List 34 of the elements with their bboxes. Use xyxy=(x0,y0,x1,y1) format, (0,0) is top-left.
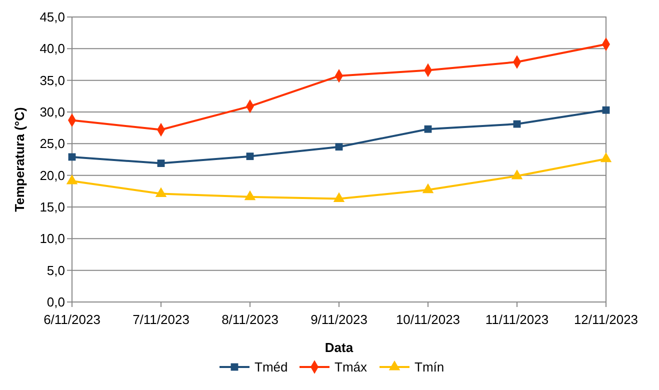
point xyxy=(424,125,432,133)
legend-label: Tméd xyxy=(254,360,288,375)
legend-label: Tmín xyxy=(414,360,444,375)
y-tick-label: 15,0 xyxy=(40,200,65,215)
x-tick-label: 12/11/2023 xyxy=(574,312,638,327)
y-axis-title: Temperatura (°C) xyxy=(12,107,27,212)
x-tick-label: 11/11/2023 xyxy=(485,312,549,327)
x-tick-label: 6/11/2023 xyxy=(44,312,100,327)
point xyxy=(335,143,343,151)
y-tick-label: 35,0 xyxy=(40,72,65,88)
point xyxy=(155,187,167,197)
point xyxy=(511,169,523,180)
y-tick-label: 30,0 xyxy=(40,104,65,120)
point xyxy=(157,160,165,168)
point xyxy=(333,192,345,202)
x-tick-label: 7/11/2023 xyxy=(132,312,190,327)
legend-label: Tmáx xyxy=(334,360,368,375)
point xyxy=(422,183,434,194)
y-tick-label: 5,0 xyxy=(46,262,65,278)
y-tick-label: 0,0 xyxy=(46,294,65,310)
point xyxy=(600,152,612,162)
x-tick-label: 10/11/2023 xyxy=(396,312,460,327)
y-tick-label: 25,0 xyxy=(40,136,65,152)
point xyxy=(66,174,78,184)
x-tick-label: 8/11/2023 xyxy=(222,312,278,327)
x-tick-label: 9/11/2023 xyxy=(310,312,368,327)
y-tick-label: 45,0 xyxy=(40,10,65,25)
x-axis-title: Data xyxy=(324,340,354,355)
point xyxy=(246,152,254,160)
point xyxy=(244,190,256,200)
point xyxy=(602,106,610,114)
y-tick-label: 20,0 xyxy=(40,168,65,183)
y-tick-label: 40,0 xyxy=(40,41,65,56)
y-tick-label: 10,0 xyxy=(40,231,65,246)
